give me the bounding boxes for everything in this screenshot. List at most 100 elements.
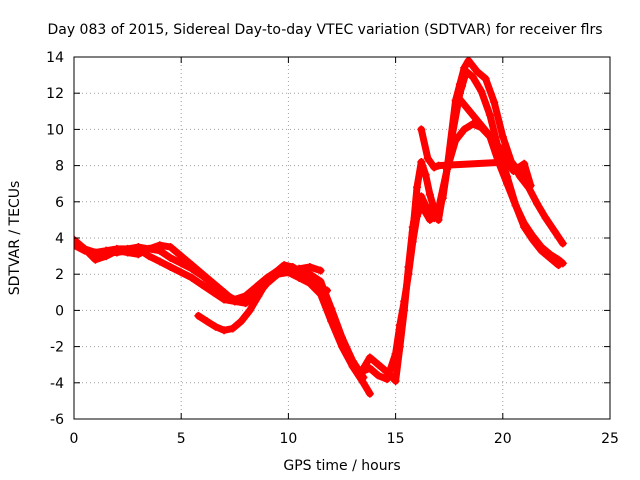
data-point <box>262 277 271 286</box>
series-spikes <box>417 81 535 190</box>
tick-labels: 0 5 10 15 20 25 -6 -4 -2 0 2 4 6 8 10 12 14 <box>46 50 619 447</box>
data-point <box>423 154 432 163</box>
data-point <box>254 291 263 300</box>
data-point <box>91 255 100 264</box>
data-point <box>434 161 443 170</box>
series-track-f <box>357 67 563 385</box>
data-point <box>541 214 550 223</box>
data-point <box>558 239 567 248</box>
data-point <box>545 253 554 262</box>
data-point <box>198 281 207 290</box>
series-track-c <box>74 235 325 308</box>
data-point <box>145 252 154 261</box>
data-point <box>166 262 175 271</box>
x-tick-label: 10 <box>279 431 297 447</box>
data-point <box>473 67 482 76</box>
y-tick-label: 0 <box>55 303 64 319</box>
data-point <box>528 235 537 244</box>
data-point <box>365 353 374 362</box>
data-point <box>520 159 529 168</box>
data-point <box>537 246 546 255</box>
data-point <box>155 257 164 266</box>
data-point <box>434 215 443 224</box>
data-point <box>481 74 490 83</box>
data-point <box>322 286 331 295</box>
x-tick-label: 0 <box>70 431 79 447</box>
data-point <box>177 268 186 277</box>
data-point <box>477 87 486 96</box>
chart-title: Day 083 of 2015, Sidereal Day-to-day VTE… <box>47 22 602 38</box>
data-point <box>425 190 434 199</box>
data-point <box>554 261 563 270</box>
data-point <box>348 362 357 371</box>
y-tick-label: 12 <box>46 86 64 102</box>
data-point <box>357 367 366 376</box>
data-point <box>468 72 477 81</box>
x-axis-label: GPS time / hours <box>283 458 400 474</box>
data-point <box>490 98 499 107</box>
y-tick-label: -4 <box>50 376 64 392</box>
data-point <box>408 228 417 237</box>
data-point <box>421 170 430 179</box>
data-point <box>550 226 559 235</box>
data-point <box>503 172 512 181</box>
y-tick-label: -2 <box>50 340 64 356</box>
data-point <box>430 163 439 172</box>
data-point <box>211 322 220 331</box>
data-point <box>509 167 518 176</box>
x-tick-label: 15 <box>387 431 405 447</box>
data-point <box>155 241 164 250</box>
data-point <box>80 244 89 253</box>
data-point <box>460 125 469 134</box>
data-point <box>209 279 218 288</box>
data-point <box>417 125 426 134</box>
y-tick-label: -6 <box>50 412 64 428</box>
data-point <box>316 266 325 275</box>
data-point <box>187 273 196 282</box>
y-tick-label: 14 <box>46 50 64 66</box>
series-track-e <box>348 119 567 384</box>
data-point <box>280 261 289 270</box>
data-point <box>468 119 477 128</box>
data-point <box>228 324 237 333</box>
data-point <box>123 248 132 257</box>
data-point <box>220 326 229 335</box>
series-trace <box>409 57 567 247</box>
data-point <box>383 367 392 376</box>
data-point <box>177 252 186 261</box>
data-point <box>297 268 306 277</box>
data-point <box>305 275 314 284</box>
data-point <box>453 92 462 101</box>
data-point <box>271 268 280 277</box>
data-point <box>241 291 250 300</box>
data-point <box>460 63 469 72</box>
data-point <box>400 306 409 315</box>
data-point <box>194 311 203 320</box>
data-point <box>237 317 246 326</box>
data-point <box>413 183 422 192</box>
data-point <box>314 282 323 291</box>
x-tick-label: 25 <box>601 431 619 447</box>
series-layer <box>74 57 567 398</box>
data-point <box>365 389 374 398</box>
y-tick-label: 10 <box>46 122 64 138</box>
data-point <box>134 243 143 252</box>
data-point <box>374 360 383 369</box>
data-point <box>166 243 175 252</box>
data-point <box>288 262 297 271</box>
data-point <box>458 81 467 90</box>
data-point <box>112 246 121 255</box>
data-point <box>134 250 143 259</box>
data-point <box>526 181 535 190</box>
y-tick-label: 6 <box>55 195 64 211</box>
series-trace <box>417 82 535 189</box>
data-point <box>102 252 111 261</box>
data-point <box>198 270 207 279</box>
data-point <box>74 235 78 244</box>
series-track-a <box>74 241 374 398</box>
data-point <box>145 244 154 253</box>
data-point <box>520 223 529 232</box>
data-point <box>374 371 383 380</box>
data-point <box>220 288 229 297</box>
data-point <box>230 297 239 306</box>
